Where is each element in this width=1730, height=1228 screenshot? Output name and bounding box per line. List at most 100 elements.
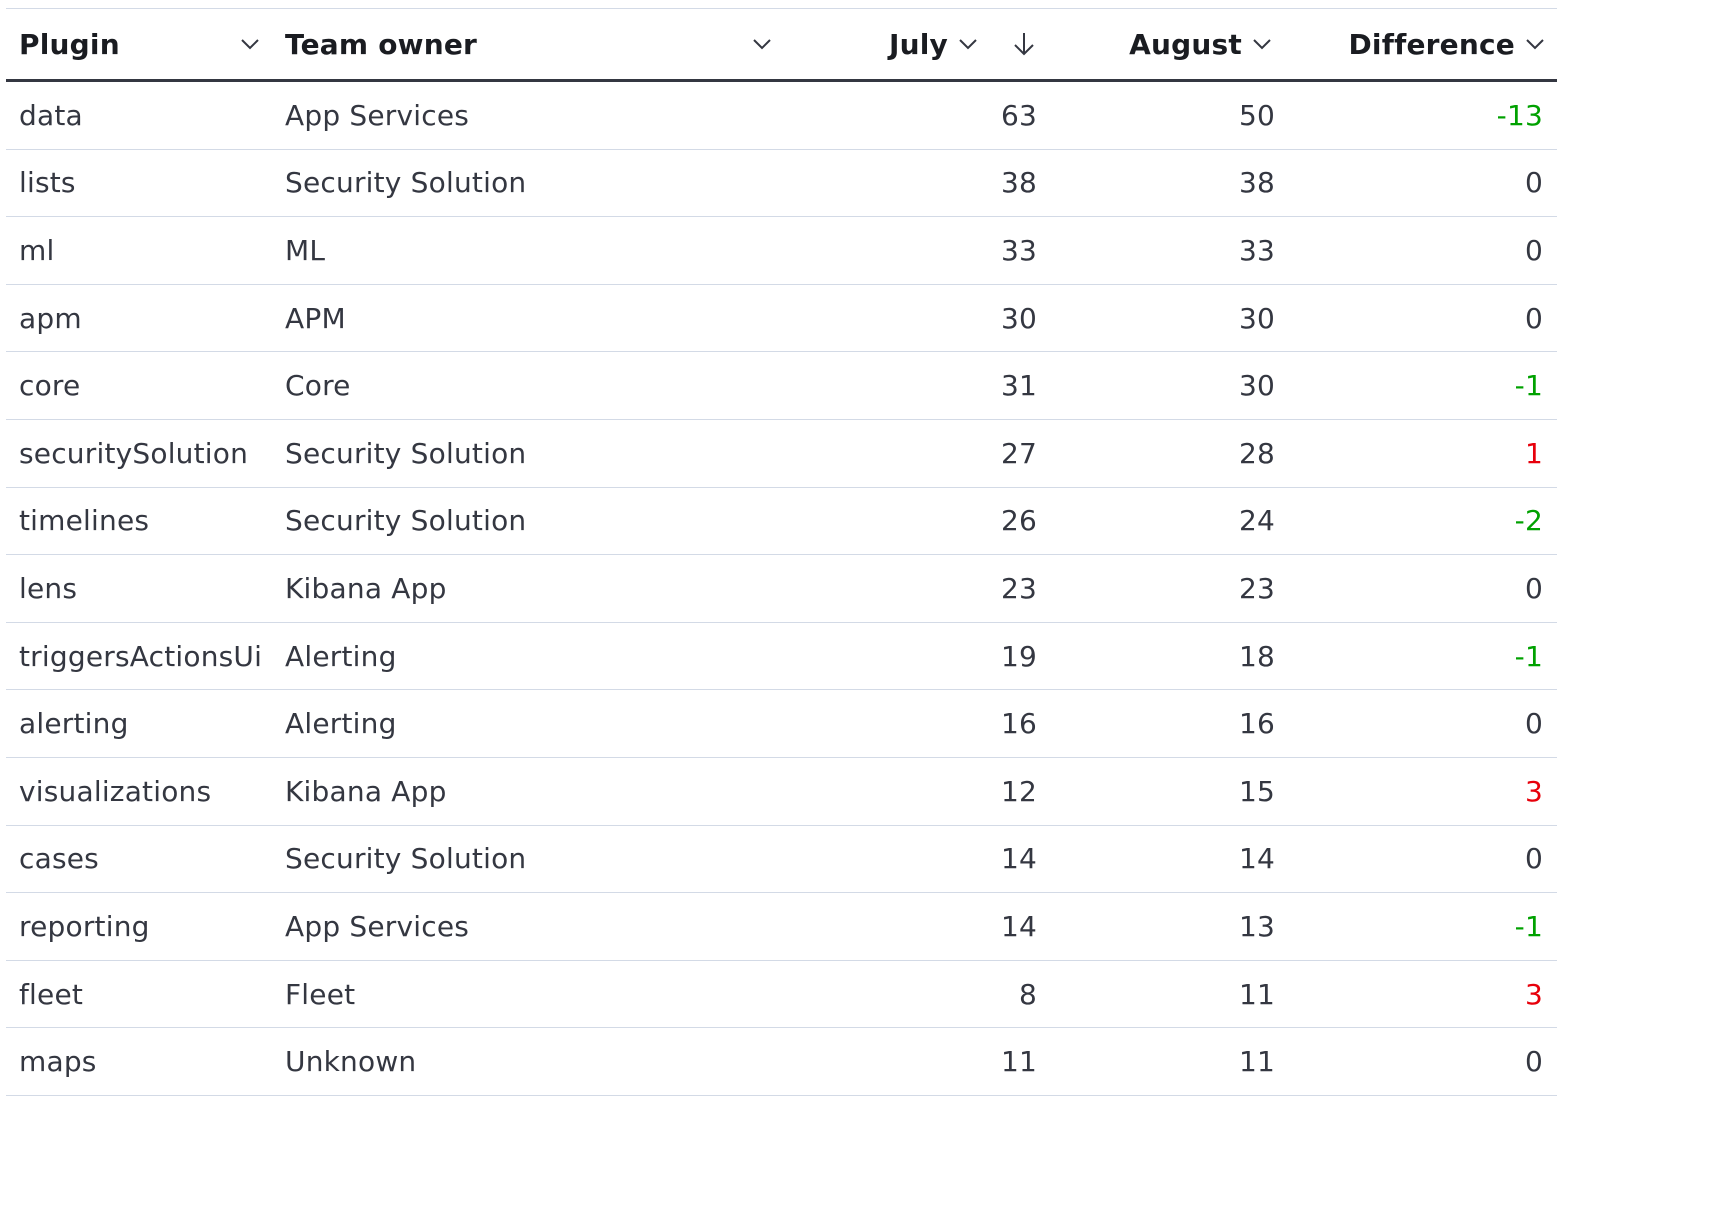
team-owner-cell[interactable]: App Services: [270, 893, 784, 960]
column-header-label: August: [1129, 27, 1242, 61]
table-row: lens Kibana App 23 23 0: [6, 555, 1557, 623]
july-cell[interactable]: 19: [784, 622, 1050, 690]
august-cell[interactable]: 11: [1050, 1028, 1288, 1095]
column-header-plugin[interactable]: Plugin: [6, 9, 270, 79]
difference-cell[interactable]: 3: [1288, 757, 1557, 825]
arrow-down-icon[interactable]: [1010, 30, 1038, 58]
august-cell[interactable]: 30: [1050, 284, 1288, 352]
july-cell[interactable]: 14: [784, 893, 1050, 960]
table-row: timelines Security Solution 26 24 -2: [6, 487, 1557, 556]
team-owner-cell[interactable]: App Services: [270, 82, 784, 149]
column-header-july[interactable]: July: [784, 9, 1050, 79]
team-owner-cell[interactable]: Alerting: [270, 690, 784, 757]
chevron-down-icon[interactable]: [1525, 34, 1545, 54]
column-header-august[interactable]: August: [1050, 9, 1288, 79]
team-owner-cell[interactable]: Kibana App: [270, 555, 784, 622]
column-header-label: July: [888, 27, 948, 61]
plugin-cell[interactable]: lists: [19, 166, 76, 200]
difference-cell[interactable]: 0: [1288, 149, 1557, 217]
august-cell[interactable]: 14: [1050, 825, 1288, 893]
august-cell[interactable]: 23: [1050, 555, 1288, 622]
july-cell[interactable]: 12: [784, 757, 1050, 825]
august-cell[interactable]: 18: [1050, 622, 1288, 690]
team-owner-cell[interactable]: Security Solution: [270, 419, 784, 487]
team-owner-cell[interactable]: Fleet: [270, 960, 784, 1028]
chevron-down-icon[interactable]: [958, 34, 978, 54]
plugin-cell[interactable]: core: [19, 369, 81, 403]
column-header-difference[interactable]: Difference: [1288, 9, 1557, 79]
team-owner-cell[interactable]: Kibana App: [270, 757, 784, 825]
july-cell[interactable]: 31: [784, 352, 1050, 419]
difference-cell[interactable]: -1: [1288, 622, 1557, 690]
july-cell[interactable]: 23: [784, 555, 1050, 622]
plugin-cell[interactable]: cases: [19, 842, 99, 876]
august-cell[interactable]: 24: [1050, 487, 1288, 555]
plugin-cell[interactable]: timelines: [19, 504, 150, 538]
july-cell[interactable]: 38: [784, 149, 1050, 217]
plugin-cell[interactable]: triggersActionsUi: [19, 639, 263, 673]
difference-cell[interactable]: 0: [1288, 825, 1557, 893]
august-cell[interactable]: 16: [1050, 690, 1288, 757]
table-row: visualizations Kibana App 12 15 3: [6, 757, 1557, 826]
august-cell[interactable]: 30: [1050, 352, 1288, 419]
difference-cell[interactable]: -13: [1288, 82, 1557, 149]
july-cell[interactable]: 11: [784, 1028, 1050, 1095]
team-owner-cell[interactable]: ML: [270, 217, 784, 284]
team-owner-cell[interactable]: Core: [270, 352, 784, 419]
difference-cell[interactable]: -1: [1288, 352, 1557, 419]
july-cell[interactable]: 26: [784, 487, 1050, 555]
plugin-cell[interactable]: data: [19, 98, 83, 132]
team-owner-cell[interactable]: Security Solution: [270, 825, 784, 893]
july-cell[interactable]: 27: [784, 419, 1050, 487]
difference-cell[interactable]: 0: [1288, 217, 1557, 284]
difference-cell[interactable]: 3: [1288, 960, 1557, 1028]
plugin-cell[interactable]: visualizations: [19, 774, 212, 808]
plugin-cell[interactable]: apm: [19, 301, 82, 335]
difference-cell[interactable]: 0: [1288, 1028, 1557, 1095]
july-cell[interactable]: 8: [784, 960, 1050, 1028]
column-header-team-owner[interactable]: Team owner: [270, 9, 784, 79]
plugin-cell[interactable]: lens: [19, 571, 78, 605]
column-header-label: Team owner: [285, 27, 478, 61]
difference-cell[interactable]: 0: [1288, 690, 1557, 757]
table-row: triggersActionsUi Alerting 19 18 -1: [6, 622, 1557, 691]
plugin-cell[interactable]: securitySolution: [19, 436, 249, 470]
chevron-down-icon[interactable]: [752, 34, 772, 54]
table-row: cases Security Solution 14 14 0: [6, 825, 1557, 894]
july-cell[interactable]: 30: [784, 284, 1050, 352]
august-cell[interactable]: 50: [1050, 82, 1288, 149]
plugin-cell[interactable]: ml: [19, 233, 55, 267]
july-cell[interactable]: 16: [784, 690, 1050, 757]
july-cell[interactable]: 63: [784, 82, 1050, 149]
team-owner-cell[interactable]: Security Solution: [270, 487, 784, 555]
column-header-label: Plugin: [19, 27, 120, 61]
team-owner-cell[interactable]: Alerting: [270, 622, 784, 690]
plugin-cell[interactable]: alerting: [19, 707, 129, 741]
plugin-cell[interactable]: maps: [19, 1045, 97, 1079]
difference-cell[interactable]: -1: [1288, 893, 1557, 960]
team-owner-cell[interactable]: APM: [270, 284, 784, 352]
team-owner-cell[interactable]: Unknown: [270, 1028, 784, 1095]
difference-cell[interactable]: -2: [1288, 487, 1557, 555]
table-row: maps Unknown 11 11 0: [6, 1028, 1557, 1096]
table-row: data App Services 63 50 -13: [6, 82, 1557, 150]
july-cell[interactable]: 14: [784, 825, 1050, 893]
august-cell[interactable]: 33: [1050, 217, 1288, 284]
august-cell[interactable]: 15: [1050, 757, 1288, 825]
table-row: apm APM 30 30 0: [6, 284, 1557, 353]
august-cell[interactable]: 13: [1050, 893, 1288, 960]
table-row: alerting Alerting 16 16 0: [6, 690, 1557, 758]
august-cell[interactable]: 38: [1050, 149, 1288, 217]
chevron-down-icon[interactable]: [240, 34, 260, 54]
table-row: fleet Fleet 8 11 3: [6, 960, 1557, 1029]
july-cell[interactable]: 33: [784, 217, 1050, 284]
august-cell[interactable]: 28: [1050, 419, 1288, 487]
difference-cell[interactable]: 0: [1288, 284, 1557, 352]
chevron-down-icon[interactable]: [1252, 34, 1272, 54]
plugin-cell[interactable]: reporting: [19, 909, 150, 943]
plugin-cell[interactable]: fleet: [19, 977, 84, 1011]
difference-cell[interactable]: 1: [1288, 419, 1557, 487]
difference-cell[interactable]: 0: [1288, 555, 1557, 622]
august-cell[interactable]: 11: [1050, 960, 1288, 1028]
team-owner-cell[interactable]: Security Solution: [270, 149, 784, 217]
